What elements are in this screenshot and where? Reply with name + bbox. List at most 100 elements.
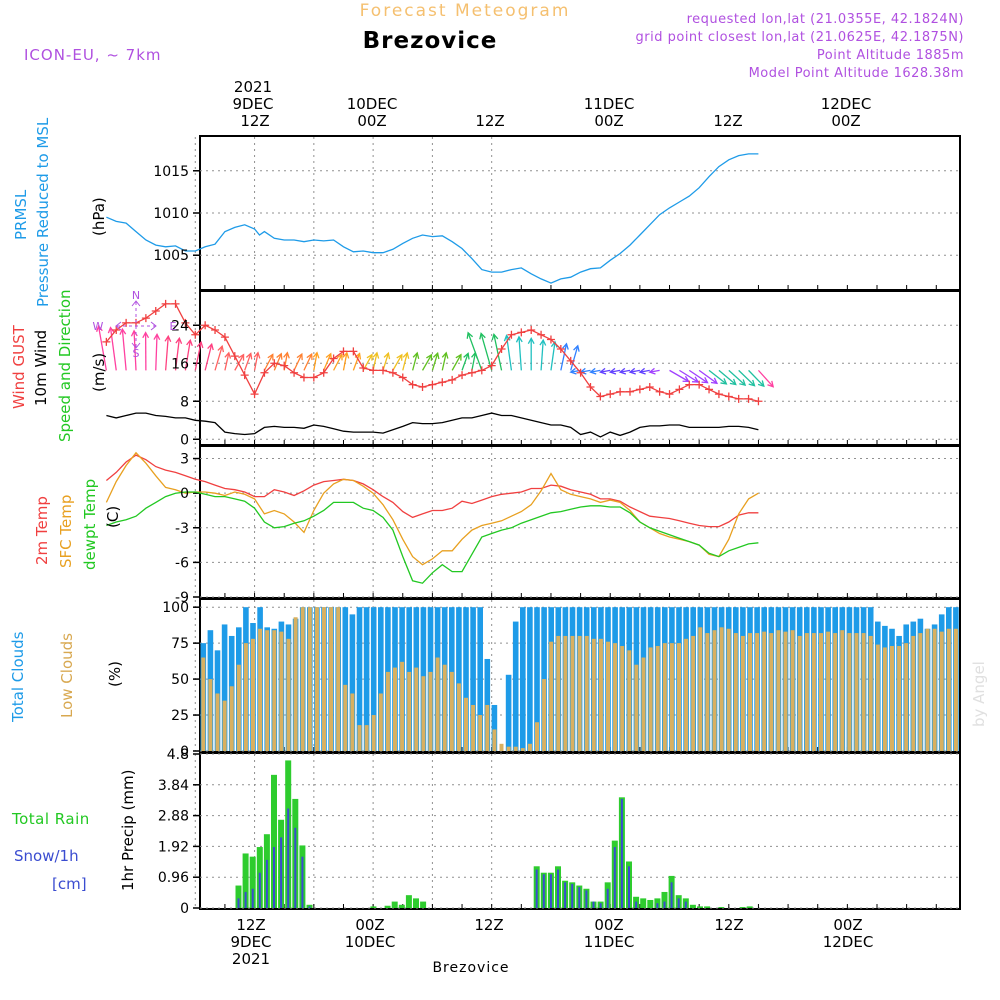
wind-direction-arrowhead <box>164 334 172 343</box>
low-clouds-bar <box>911 635 916 751</box>
wind-direction-arrowhead <box>757 380 765 388</box>
low-clouds-bar <box>577 635 582 751</box>
wind-direction-arrowhead <box>710 377 719 385</box>
wind-direction-arrowhead <box>767 380 775 388</box>
total-clouds-bar <box>370 607 377 751</box>
gust-point-marker <box>270 359 279 368</box>
y-tick-label: 75 <box>171 636 189 652</box>
temp-panel-frame <box>199 445 961 599</box>
lines-layer <box>96 153 775 584</box>
y-tick-label: 0 <box>180 744 189 760</box>
low-clouds-bar <box>584 635 589 751</box>
low-clouds-bar <box>400 661 405 751</box>
wind-direction-arrow <box>580 369 591 373</box>
wind-direction-arrow <box>155 334 158 371</box>
low-clouds-bar <box>726 628 731 751</box>
wind-direction-arrow <box>471 352 476 371</box>
top-hour-label: 00Z <box>594 112 623 130</box>
gust-point-marker <box>220 333 229 342</box>
snow-bar <box>301 856 304 908</box>
gust-point-marker <box>546 335 555 344</box>
wind-direction-arrowhead <box>267 353 274 361</box>
total-clouds-bar <box>221 624 228 751</box>
wind-direction-arrow <box>402 352 408 371</box>
gust-point-marker <box>596 392 605 401</box>
wind-direction-arrowhead <box>589 367 597 375</box>
low-clouds-bar <box>904 643 909 751</box>
y-tick-label: -3 <box>175 521 189 537</box>
wind-direction-arrowhead <box>402 351 410 359</box>
wind-direction-arrow <box>639 369 650 373</box>
wind-direction-arrow <box>610 369 621 373</box>
bottom-hour-label: 12Z <box>236 916 265 934</box>
degc-unit: (C) <box>104 506 122 528</box>
snow-bar <box>287 808 290 908</box>
gust-point-marker <box>665 390 674 399</box>
gust-point-marker <box>438 378 447 387</box>
bottom-day-label: 12DEC <box>823 933 874 951</box>
wind-direction-arrowhead <box>748 379 756 387</box>
wind-direction-arrowhead <box>729 378 737 386</box>
rain-bar <box>271 774 277 908</box>
low-clouds-bar <box>300 607 305 751</box>
wind-direction-arrow <box>431 352 439 371</box>
bottom-hour-label: 00Z <box>355 916 384 934</box>
wind-direction-arrow <box>461 353 469 371</box>
bottom-time-labels: 12Z 9DEC 2021 00Z 10DEC 12Z 00Z 11DEC 12… <box>230 916 873 968</box>
low-clouds-bar <box>819 633 823 751</box>
low-clouds-bar <box>740 635 745 751</box>
gust-point-marker <box>734 394 743 403</box>
wind-direction-arrowhead <box>562 342 569 350</box>
top-year-label: 2021 <box>234 78 272 96</box>
gust-point-marker <box>280 361 289 370</box>
rain-bar <box>413 898 419 908</box>
low-clouds-bar <box>272 630 277 751</box>
gust-point-marker <box>418 383 427 391</box>
wind-direction-arrow <box>669 369 689 382</box>
gust-point-marker <box>112 326 121 334</box>
low-clouds-bar <box>314 607 319 751</box>
low-clouds-bar <box>613 643 618 751</box>
gust-point-marker <box>349 347 358 356</box>
wind-direction-arrow <box>493 334 503 371</box>
low-clouds-bar <box>868 635 873 751</box>
wind-legend: Wind GUST 10m Wind Speed and Direction (… <box>10 289 108 442</box>
point-altitude: Point Altitude 1885m <box>817 48 964 63</box>
snow-bar <box>258 872 261 908</box>
wind-direction-arrow <box>738 369 755 387</box>
low-clouds-bar <box>591 638 596 751</box>
y-tick-label: 0 <box>180 901 189 917</box>
low-clouds-bar <box>371 715 376 751</box>
low-clouds-bar <box>719 627 724 751</box>
low-clouds-bar <box>897 646 902 751</box>
gust-point-marker <box>724 392 733 401</box>
low-clouds-bar <box>570 635 575 751</box>
wind-direction-arrow <box>164 336 169 371</box>
gust-point-marker <box>645 383 654 391</box>
y-tick-label: 24 <box>171 318 189 334</box>
y-tick-label: 1010 <box>153 206 189 222</box>
snow-bar <box>244 891 247 908</box>
wind-direction-arrowhead <box>515 335 523 343</box>
y-tick-label: 100 <box>162 600 189 616</box>
top-hour-label: 12Z <box>240 112 269 130</box>
wind-direction-arrowhead <box>366 353 373 361</box>
wind-direction-arrow <box>421 354 433 371</box>
low-clouds-bar <box>549 641 554 751</box>
total-clouds-bar <box>491 704 498 751</box>
gust-point-marker <box>606 390 615 399</box>
wind-direction-arrowhead <box>296 352 303 361</box>
low-clouds-bar <box>854 633 859 751</box>
model-altitude: Model Point Altitude 1628.38m <box>749 66 964 81</box>
snow-bar <box>273 847 275 908</box>
low-clouds-bar <box>442 664 447 751</box>
snow-bar <box>571 883 574 908</box>
snow-bar <box>628 866 630 908</box>
snow-bar <box>620 798 623 908</box>
low-clouds-bar <box>236 664 241 751</box>
snow-bar <box>592 901 595 908</box>
wind-direction-arrow <box>333 354 343 371</box>
total-clouds-bar <box>520 607 526 751</box>
pressure-legend-label: Pressure Reduced to MSL <box>34 117 52 307</box>
rain-bar <box>661 891 668 908</box>
